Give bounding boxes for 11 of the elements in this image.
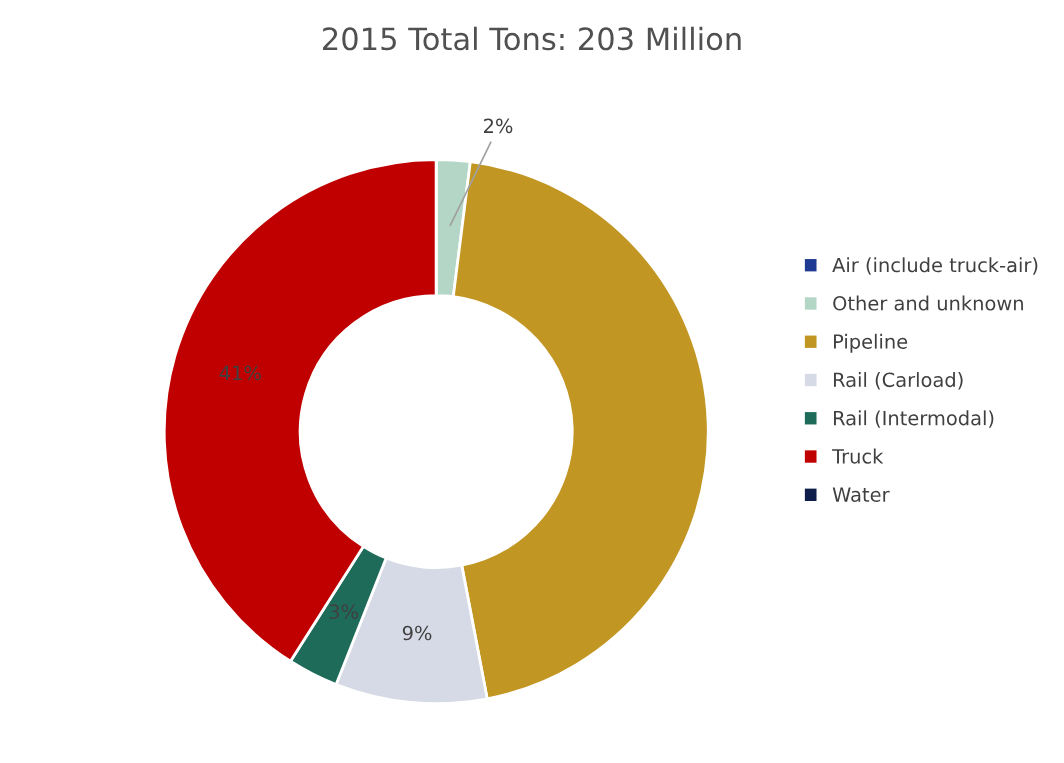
legend-label: Pipeline (833, 333, 908, 353)
legend-label: Rail (Intermodal) (833, 410, 994, 428)
legend-label: Rail (Carload) (833, 372, 963, 390)
data-label: 2% (484, 118, 513, 134)
legend-label: Air (include truck-air) (832, 257, 1038, 275)
legend-label: Other and unknown (833, 295, 1023, 311)
chart-title: 2015 Total Tons: 203 Million (323, 26, 741, 51)
data-label: 9% (402, 625, 432, 641)
data-label: 41% (219, 365, 261, 381)
legend-label: Truck (832, 448, 884, 464)
legend-label: Water (832, 487, 890, 502)
